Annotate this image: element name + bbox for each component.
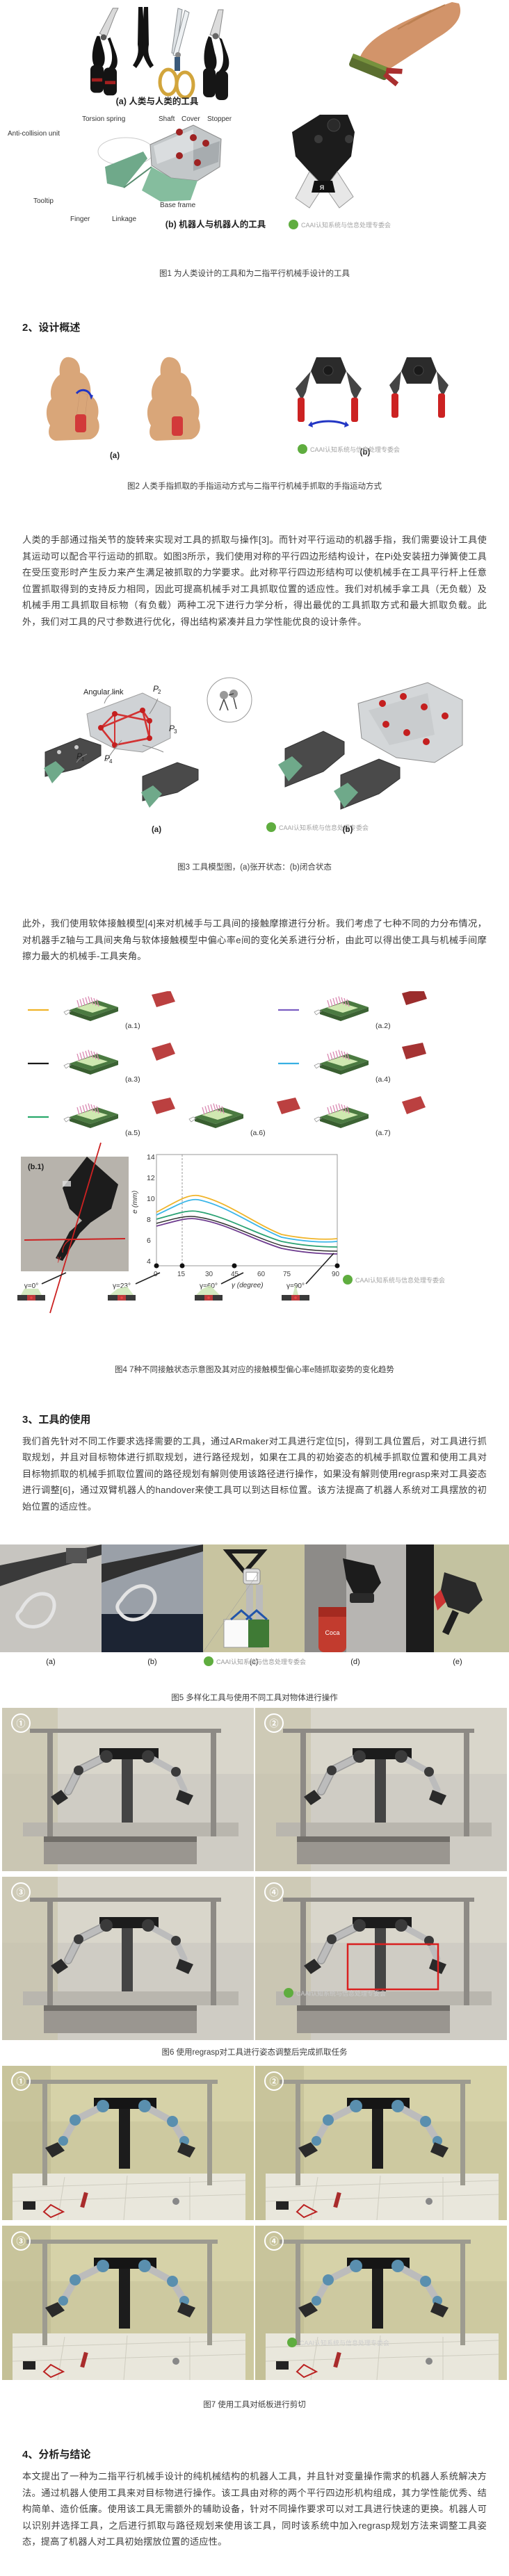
svg-text:(d): (d) bbox=[350, 1658, 359, 1666]
svg-text:Shaft: Shaft bbox=[159, 115, 175, 123]
svg-text:(a.4): (a.4) bbox=[375, 1075, 391, 1084]
svg-text:Base frame: Base frame bbox=[160, 202, 196, 209]
svg-text:(b.1): (b.1) bbox=[28, 1163, 45, 1171]
svg-text:(a): (a) bbox=[110, 452, 120, 460]
svg-text:4: 4 bbox=[147, 1257, 151, 1266]
svg-text:③: ③ bbox=[16, 2236, 25, 2247]
svg-text:CAAI认知系统与信息处理专委会: CAAI认知系统与信息处理专委会 bbox=[279, 824, 369, 831]
svg-text:①: ① bbox=[16, 2076, 25, 2087]
svg-text:Tooltip: Tooltip bbox=[33, 197, 54, 205]
svg-text:Anti-collision unit: Anti-collision unit bbox=[8, 130, 60, 138]
svg-text:e (mm): e (mm) bbox=[131, 1190, 139, 1213]
svg-text:Cover: Cover bbox=[181, 115, 200, 123]
svg-text:90: 90 bbox=[332, 1271, 340, 1278]
svg-text:(b): (b) bbox=[343, 826, 353, 834]
svg-text:4: 4 bbox=[109, 758, 113, 765]
svg-text:10: 10 bbox=[147, 1195, 155, 1203]
svg-text:(b) 机器人与机器人的工具: (b) 机器人与机器人的工具 bbox=[165, 219, 266, 229]
svg-text:CAAI认知系统与信息处理专委会: CAAI认知系统与信息处理专委会 bbox=[300, 2339, 389, 2347]
svg-text:30: 30 bbox=[205, 1271, 213, 1278]
svg-text:(a.3): (a.3) bbox=[125, 1075, 140, 1084]
svg-text:(a.6): (a.6) bbox=[250, 1129, 266, 1137]
svg-text:(a.7): (a.7) bbox=[375, 1129, 391, 1137]
svg-text:12: 12 bbox=[147, 1174, 155, 1182]
svg-text:(a): (a) bbox=[46, 1658, 55, 1666]
svg-text:CAAI认知系统与信息处理专委会: CAAI认知系统与信息处理专委会 bbox=[355, 1276, 445, 1284]
svg-text:CAAI认知系统与信息处理专委会: CAAI认知系统与信息处理专委会 bbox=[301, 221, 391, 229]
svg-text:(b): (b) bbox=[147, 1658, 156, 1666]
svg-text:(a.1): (a.1) bbox=[125, 1022, 140, 1030]
svg-text:(a) 人类与人类的工具: (a) 人类与人类的工具 bbox=[116, 96, 199, 106]
svg-text:Finger: Finger bbox=[70, 215, 90, 223]
svg-text:CAAI认知系统与信息处理专委会: CAAI认知系统与信息处理专委会 bbox=[296, 1989, 386, 1997]
svg-text:Linkage: Linkage bbox=[112, 215, 136, 223]
svg-text:②: ② bbox=[269, 2076, 278, 2087]
svg-text:2: 2 bbox=[158, 689, 161, 695]
svg-text:②: ② bbox=[269, 1718, 278, 1729]
svg-text:Angular link: Angular link bbox=[83, 688, 124, 696]
svg-text:CAAI认知系统与信息处理专委会: CAAI认知系统与信息处理专委会 bbox=[310, 446, 400, 453]
svg-text:①: ① bbox=[16, 1718, 25, 1729]
svg-text:Torsion spring: Torsion spring bbox=[82, 115, 125, 123]
svg-text:Я: Я bbox=[320, 184, 324, 191]
svg-text:④: ④ bbox=[269, 1887, 278, 1898]
svg-text:6: 6 bbox=[147, 1237, 151, 1245]
svg-text:14: 14 bbox=[147, 1153, 155, 1161]
svg-text:③: ③ bbox=[16, 1887, 25, 1898]
svg-text:3: 3 bbox=[174, 728, 177, 735]
svg-text:8: 8 bbox=[147, 1216, 151, 1224]
svg-text:(a): (a) bbox=[152, 826, 161, 834]
svg-text:60: 60 bbox=[257, 1271, 266, 1278]
svg-text:CAAI认知系统与信息处理专委会: CAAI认知系统与信息处理专委会 bbox=[216, 1658, 306, 1665]
svg-text:(a.5): (a.5) bbox=[125, 1129, 140, 1137]
svg-text:15: 15 bbox=[177, 1271, 186, 1278]
svg-text:γ (degree): γ (degree) bbox=[232, 1282, 264, 1289]
svg-text:(e): (e) bbox=[453, 1658, 462, 1666]
svg-text:④: ④ bbox=[269, 2236, 278, 2247]
svg-text:Stopper: Stopper bbox=[207, 115, 232, 123]
svg-text:Coca: Coca bbox=[325, 1629, 339, 1636]
svg-text:(a.2): (a.2) bbox=[375, 1022, 391, 1030]
svg-text:75: 75 bbox=[283, 1271, 291, 1278]
